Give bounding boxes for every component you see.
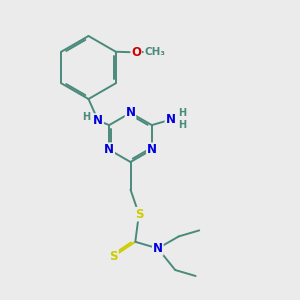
- Text: S: S: [110, 250, 118, 263]
- Text: H: H: [178, 108, 187, 118]
- Text: N: N: [125, 106, 136, 119]
- Text: H: H: [82, 112, 90, 122]
- Text: CH₃: CH₃: [144, 47, 165, 57]
- Text: H: H: [178, 120, 187, 130]
- Text: N: N: [93, 114, 103, 127]
- Text: O: O: [131, 46, 141, 59]
- Text: S: S: [135, 208, 143, 221]
- Text: N: N: [165, 113, 176, 126]
- Text: N: N: [104, 143, 114, 156]
- Text: N: N: [147, 143, 157, 156]
- Text: N: N: [153, 242, 163, 255]
